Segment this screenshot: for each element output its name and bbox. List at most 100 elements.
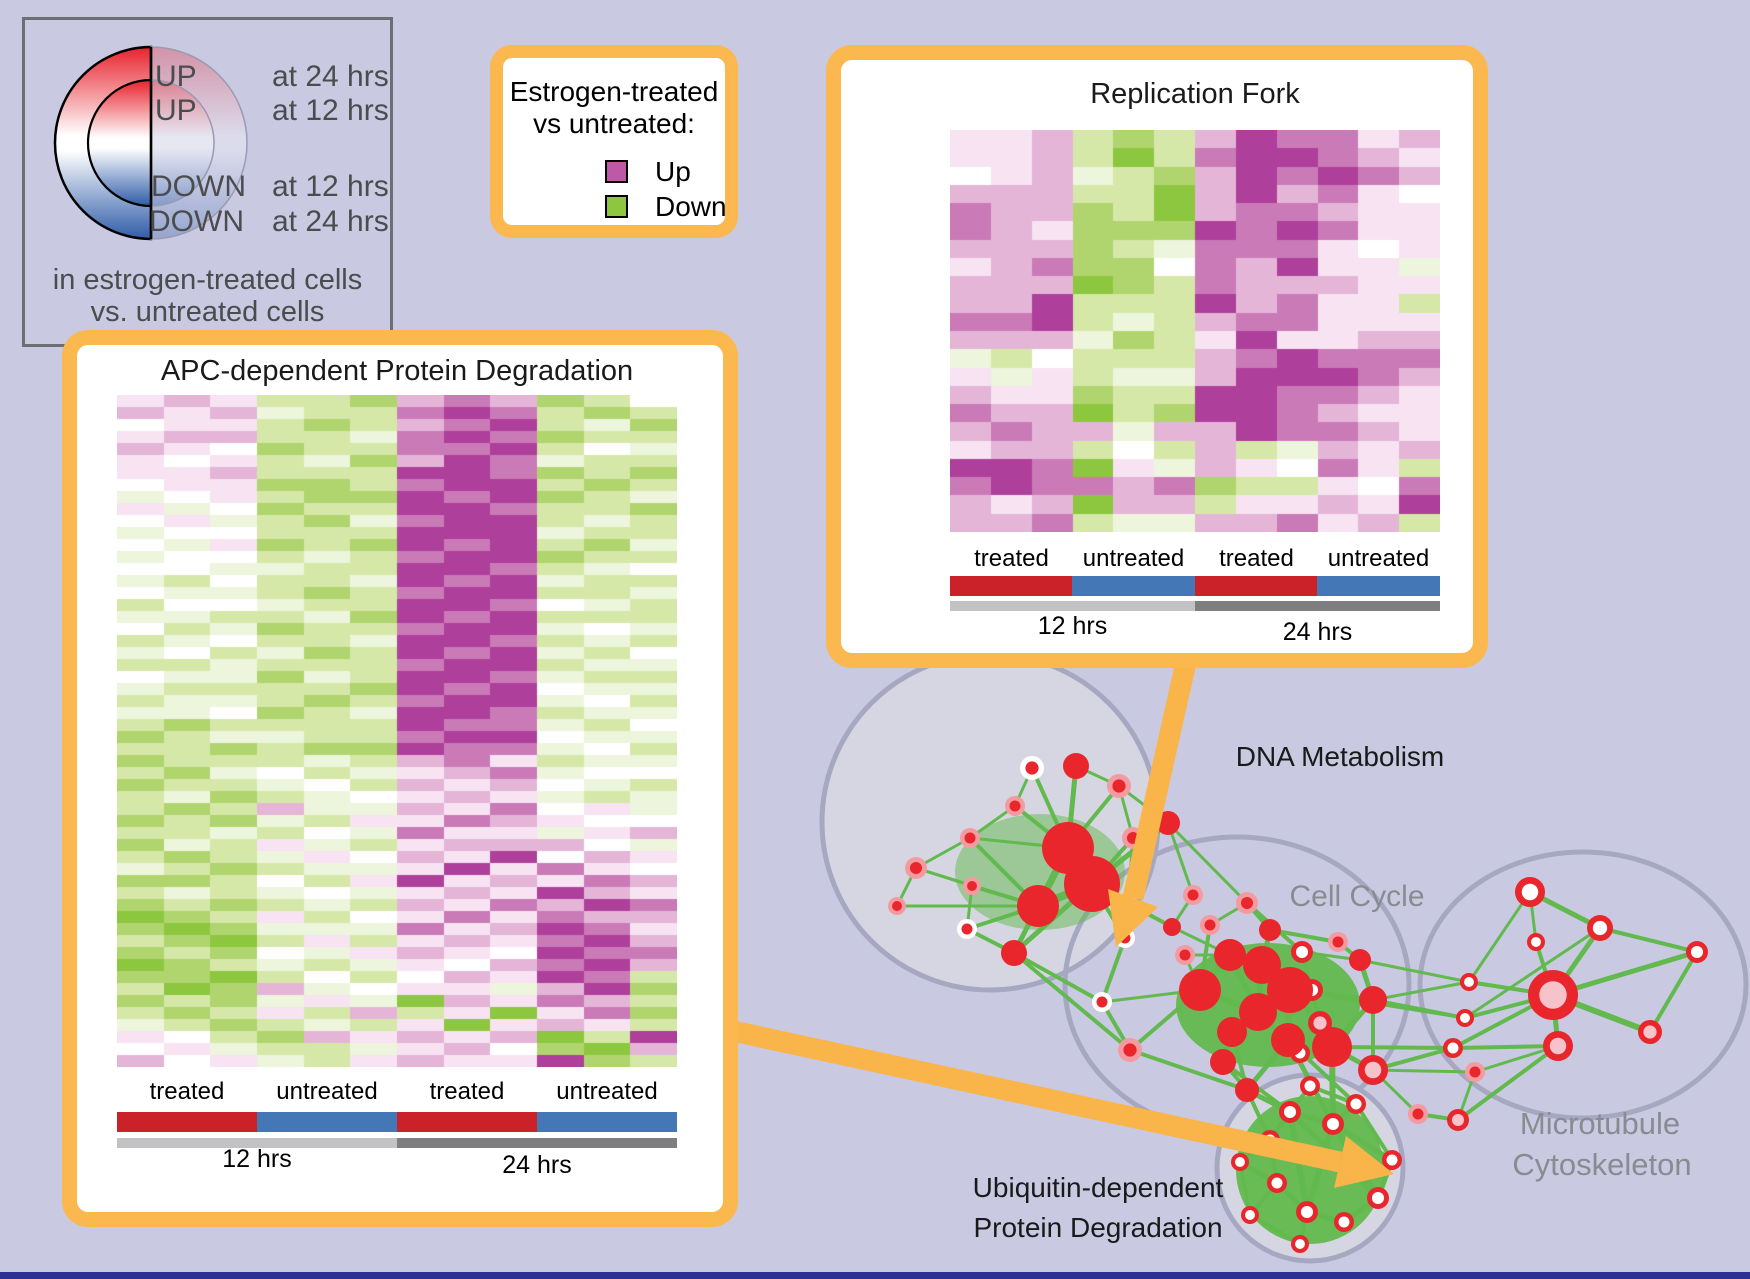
down-label: Down — [655, 191, 727, 222]
network-node-core — [1539, 981, 1567, 1009]
network-node-core — [1304, 1080, 1316, 1092]
cluster-microtubule-cytoskeleton — [1417, 849, 1749, 1121]
network-node-core — [1549, 1037, 1567, 1055]
replication-fork-panel: Replication Fork treated untreated treat… — [826, 45, 1488, 668]
cluster-label: Cell Cycle — [1289, 880, 1425, 913]
network-node-core — [1096, 996, 1108, 1008]
network-node-core — [1112, 779, 1126, 793]
network-edge — [1452, 1044, 1559, 1050]
apc-heatmap-panel: APC-dependent Protein Degradation treate… — [62, 330, 738, 1227]
network-node-core — [967, 881, 977, 891]
network-node-core — [1271, 1177, 1283, 1189]
network-node-solid — [1217, 1017, 1247, 1047]
legend-dir-down-24: DOWN — [149, 205, 244, 238]
apc-12hr-bar — [117, 1138, 397, 1148]
rf-group-label-untreated-24: untreated — [1327, 545, 1430, 572]
network-node-core — [1179, 949, 1191, 961]
network-node-core — [1009, 800, 1021, 812]
replication-fork-heatmap — [950, 130, 1440, 532]
network-node-solid — [1017, 885, 1059, 927]
network-node-solid — [1001, 940, 1027, 966]
apc-treated-bar-24 — [397, 1112, 537, 1132]
network-node-core — [1643, 1025, 1657, 1039]
up-label: Up — [655, 156, 691, 187]
network-node-core — [1531, 937, 1541, 947]
panel-link-arrow-head — [1334, 1136, 1394, 1188]
network-node-core — [961, 923, 973, 935]
network-edge — [1359, 958, 1470, 984]
network-node-solid — [1156, 811, 1180, 835]
network-node-core — [1592, 920, 1608, 936]
rf-treated-bar-12 — [950, 576, 1073, 596]
network-edge — [1100, 937, 1127, 1003]
apc-24hrs-label: 24 hrs — [502, 1151, 572, 1179]
cluster-label: DNA Metabolism — [1235, 741, 1445, 772]
rf-group-label-untreated-12: untreated — [1082, 545, 1185, 572]
network-node-core — [1412, 1108, 1424, 1120]
network-node-core — [1187, 889, 1199, 901]
cluster-label: Ubiquitin-dependent — [972, 1172, 1224, 1203]
network-node-solid — [1210, 1049, 1236, 1075]
network-node-core — [1371, 1191, 1385, 1205]
network-node-core — [1386, 1154, 1398, 1166]
network-edge — [1648, 950, 1699, 1034]
rf-group-label-treated-12: treated — [974, 545, 1049, 572]
network-node-solid — [1271, 1023, 1305, 1057]
network-node-core — [1295, 1239, 1305, 1249]
color-key-title-line1: Estrogen-treated — [509, 76, 719, 107]
network-node-solid — [1214, 939, 1246, 971]
network-edge — [1464, 926, 1601, 1020]
rf-untreated-bar-12 — [1072, 576, 1195, 596]
panel-link-arrow-head — [1108, 889, 1158, 947]
cluster-label: Microtubule — [1519, 1106, 1681, 1141]
network-node-core — [1464, 977, 1474, 987]
network-edge — [1166, 821, 1249, 905]
network-node-solid — [1312, 1027, 1352, 1067]
network-node-core — [964, 832, 976, 844]
network-node-solid — [1064, 856, 1120, 912]
network-node-core — [1451, 1113, 1465, 1127]
inner-right-halfdisk — [150, 79, 215, 207]
legend-time-24b: at 24 hrs — [272, 205, 389, 238]
rf-12hr-bar — [950, 601, 1195, 611]
network-node-core — [1235, 1157, 1245, 1167]
network-node-solid — [1239, 993, 1277, 1031]
network-edge — [1467, 891, 1532, 983]
apc-heatmap — [117, 395, 677, 1067]
rf-12hrs-label: 12 hrs — [1037, 612, 1108, 640]
network-edge — [1331, 1121, 1394, 1163]
color-key-title-line2: vs untreated: — [533, 108, 695, 139]
network-node-core — [1245, 1210, 1255, 1220]
network-node-core — [1338, 1216, 1350, 1228]
apc-group-label-untreated-24: untreated — [556, 1078, 658, 1105]
network-edge — [1013, 951, 1103, 1004]
network-edge — [1331, 1045, 1454, 1050]
replication-fork-title: Replication Fork — [1090, 78, 1300, 110]
cluster-label: Protein Degradation — [973, 1212, 1223, 1243]
legend-footer-line2: vs. untreated cells — [90, 296, 325, 328]
inner-left-halfdisk — [86, 78, 153, 208]
rf-treated-bar-24 — [1195, 576, 1318, 596]
down-color-swatch — [605, 195, 628, 218]
network-node-core — [1295, 945, 1309, 959]
legend-dir-up-24: UP — [155, 60, 197, 93]
panel-link-arrow-shaft — [725, 1019, 1343, 1173]
network-node-core — [1283, 1105, 1297, 1119]
network-edge — [1354, 1102, 1394, 1162]
rf-untreated-bar-24 — [1317, 576, 1440, 596]
network-edge — [1248, 1213, 1302, 1246]
network-node-solid — [1163, 918, 1181, 936]
network-edge — [1129, 1048, 1248, 1092]
legend-time-12b: at 12 hrs — [272, 170, 389, 203]
network-node-core — [1521, 883, 1539, 901]
apc-group-label-untreated-12: untreated — [276, 1078, 378, 1105]
apc-group-label-treated-24: treated — [429, 1078, 505, 1105]
apc-panel-title: APC-dependent Protein Degradation — [160, 355, 634, 387]
color-key-box: Estrogen-treated vs untreated: Up Down — [490, 45, 738, 238]
cluster-label: Cytoskeleton — [1512, 1147, 1692, 1182]
legend-time-12: at 12 hrs — [272, 94, 389, 127]
apc-untreated-bar-12 — [257, 1112, 397, 1132]
legend-footer-line1: in estrogen-treated cells — [52, 264, 363, 296]
network-node-solid — [1179, 969, 1221, 1011]
